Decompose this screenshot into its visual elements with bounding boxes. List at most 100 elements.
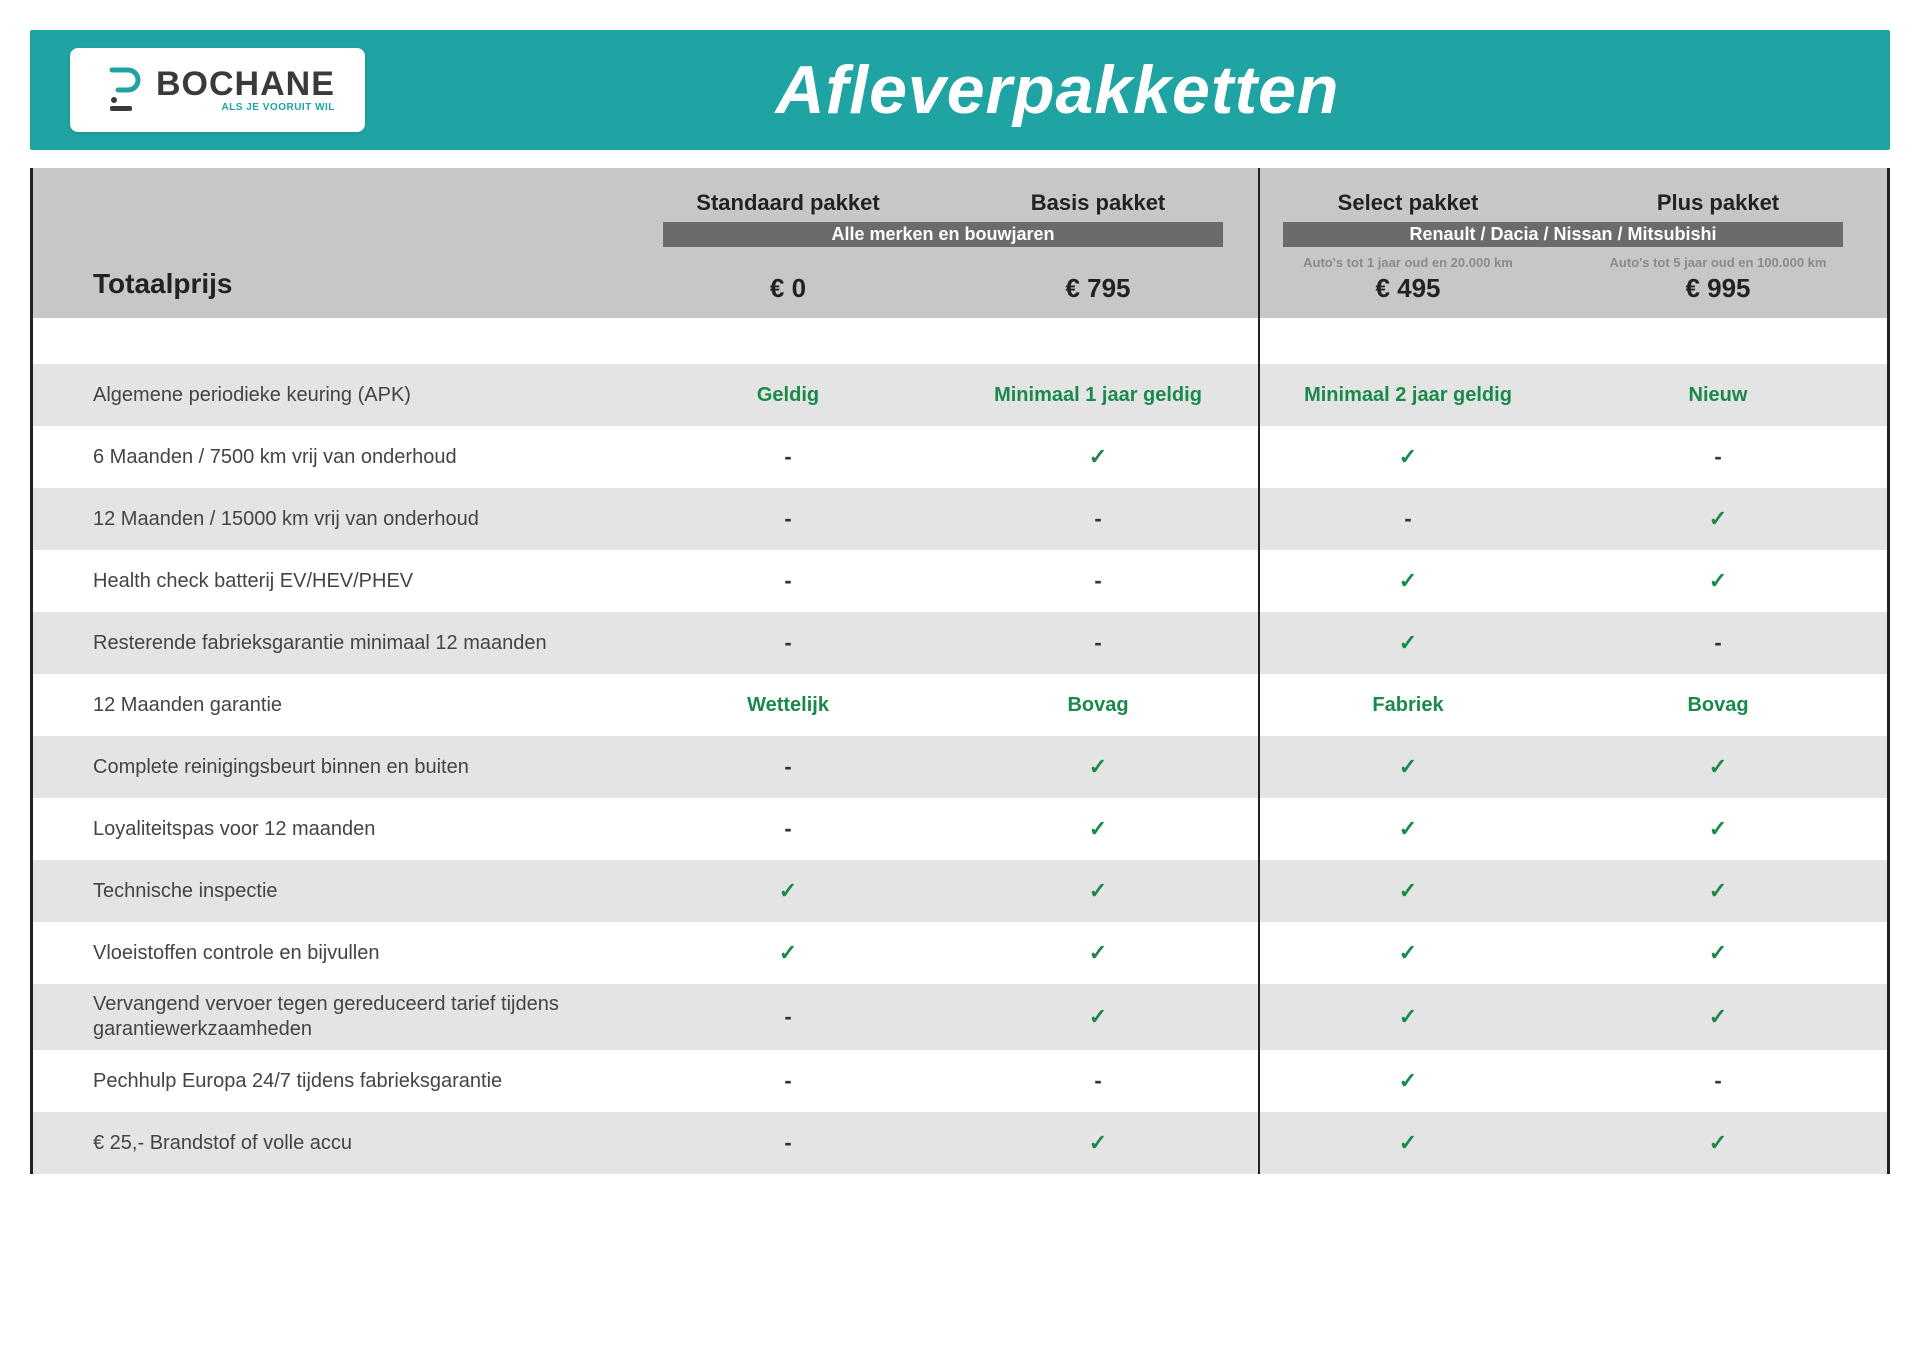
- dash-icon: -: [1563, 444, 1873, 470]
- row-label: Vervangend vervoer tegen gereduceerd tar…: [33, 992, 633, 1042]
- check-icon: ✓: [1563, 878, 1873, 904]
- col-sub-plus: Auto's tot 5 jaar oud en 100.000 km: [1563, 253, 1873, 273]
- col-sub-basis: [943, 253, 1253, 273]
- cell-text: Minimaal 1 jaar geldig: [943, 384, 1253, 407]
- col-title-basis: Basis pakket: [943, 168, 1253, 222]
- dash-icon: -: [1253, 506, 1563, 532]
- check-icon: ✓: [1563, 754, 1873, 780]
- check-icon: ✓: [1563, 1004, 1873, 1030]
- row-label: Loyaliteitspas voor 12 maanden: [33, 817, 633, 842]
- col-price-standaard: € 0: [633, 273, 943, 304]
- check-icon: ✓: [943, 878, 1253, 904]
- col-title-standaard: Standaard pakket: [633, 168, 943, 222]
- check-icon: ✓: [943, 940, 1253, 966]
- check-icon: ✓: [943, 444, 1253, 470]
- row-label: Algemene periodieke keuring (APK): [33, 383, 633, 408]
- check-icon: ✓: [943, 816, 1253, 842]
- check-icon: ✓: [1253, 940, 1563, 966]
- check-icon: ✓: [1563, 1130, 1873, 1156]
- header-body-spacer: [33, 318, 1887, 364]
- row-label: 6 Maanden / 7500 km vrij van onderhoud: [33, 445, 633, 470]
- check-icon: ✓: [1253, 1004, 1563, 1030]
- group-pill-renault-label: Renault / Dacia / Nissan / Mitsubishi: [1283, 222, 1843, 247]
- check-icon: ✓: [633, 878, 943, 904]
- page-title: Afleverpakketten: [365, 51, 1850, 129]
- check-icon: ✓: [1253, 1130, 1563, 1156]
- table-row: Algemene periodieke keuring (APK)GeldigM…: [33, 364, 1887, 426]
- dash-icon: -: [633, 630, 943, 656]
- table-row: Vloeistoffen controle en bijvullen✓✓✓✓: [33, 922, 1887, 984]
- cell-text: Nieuw: [1563, 384, 1873, 407]
- dash-icon: -: [943, 568, 1253, 594]
- check-icon: ✓: [633, 940, 943, 966]
- col-price-select: € 495: [1253, 273, 1563, 304]
- dash-icon: -: [633, 568, 943, 594]
- comparison-table: Totaalprijs Standaard pakket Basis pakke…: [30, 168, 1890, 1174]
- check-icon: ✓: [1253, 754, 1563, 780]
- logo-tagline: ALS JE VOORUIT WIL: [156, 103, 335, 113]
- table-row: 6 Maanden / 7500 km vrij van onderhoud-✓…: [33, 426, 1887, 488]
- cell-text: Fabriek: [1253, 694, 1563, 717]
- dash-icon: -: [943, 630, 1253, 656]
- check-icon: ✓: [1563, 940, 1873, 966]
- dash-icon: -: [1563, 630, 1873, 656]
- col-sub-select: Auto's tot 1 jaar oud en 20.000 km: [1253, 253, 1563, 273]
- dash-icon: -: [633, 1004, 943, 1030]
- cell-text: Wettelijk: [633, 694, 943, 717]
- row-label: 12 Maanden / 15000 km vrij van onderhoud: [33, 507, 633, 532]
- total-price-label-cell: Totaalprijs: [33, 168, 633, 304]
- check-icon: ✓: [1563, 816, 1873, 842]
- logo-name: BOCHANE: [156, 67, 335, 101]
- row-label: Complete reinigingsbeurt binnen en buite…: [33, 755, 633, 780]
- dash-icon: -: [633, 1130, 943, 1156]
- group-pill-all-brands-label: Alle merken en bouwjaren: [663, 222, 1223, 247]
- check-icon: ✓: [1253, 568, 1563, 594]
- cell-text: Bovag: [943, 694, 1253, 717]
- check-icon: ✓: [1253, 878, 1563, 904]
- col-sub-standaard: [633, 253, 943, 273]
- table-body: Algemene periodieke keuring (APK)GeldigM…: [33, 318, 1887, 1174]
- row-label: Technische inspectie: [33, 879, 633, 904]
- dash-icon: -: [633, 444, 943, 470]
- total-price-label: Totaalprijs: [93, 268, 233, 300]
- table-row: 12 Maanden garantieWettelijkBovagFabriek…: [33, 674, 1887, 736]
- dash-icon: -: [1563, 1068, 1873, 1094]
- col-title-plus: Plus pakket: [1563, 168, 1873, 222]
- table-header: Totaalprijs Standaard pakket Basis pakke…: [33, 168, 1887, 318]
- banner: BOCHANE ALS JE VOORUIT WIL Afleverpakket…: [30, 30, 1890, 150]
- dash-icon: -: [943, 1068, 1253, 1094]
- dash-icon: -: [943, 506, 1253, 532]
- dash-icon: -: [633, 506, 943, 532]
- check-icon: ✓: [1253, 444, 1563, 470]
- dash-icon: -: [633, 754, 943, 780]
- table-row: Complete reinigingsbeurt binnen en buite…: [33, 736, 1887, 798]
- table-row: Health check batterij EV/HEV/PHEV--✓✓: [33, 550, 1887, 612]
- page: BOCHANE ALS JE VOORUIT WIL Afleverpakket…: [0, 0, 1920, 1359]
- check-icon: ✓: [1563, 568, 1873, 594]
- row-label: Pechhulp Europa 24/7 tijdens fabrieksgar…: [33, 1069, 633, 1094]
- check-icon: ✓: [943, 1004, 1253, 1030]
- table-row: Pechhulp Europa 24/7 tijdens fabrieksgar…: [33, 1050, 1887, 1112]
- group-pill-renault: Renault / Dacia / Nissan / Mitsubishi: [1253, 222, 1873, 253]
- table-row: Loyaliteitspas voor 12 maanden-✓✓✓: [33, 798, 1887, 860]
- check-icon: ✓: [943, 1130, 1253, 1156]
- col-price-basis: € 795: [943, 273, 1253, 304]
- row-label: Health check batterij EV/HEV/PHEV: [33, 569, 633, 594]
- group-pill-all-brands: Alle merken en bouwjaren: [633, 222, 1253, 253]
- check-icon: ✓: [1563, 506, 1873, 532]
- table-row: Vervangend vervoer tegen gereduceerd tar…: [33, 984, 1887, 1050]
- row-label: Resterende fabrieksgarantie minimaal 12 …: [33, 631, 633, 656]
- table-row: Technische inspectie✓✓✓✓: [33, 860, 1887, 922]
- dash-icon: -: [633, 816, 943, 842]
- logo-mark-icon: [100, 66, 142, 114]
- table-row: Resterende fabrieksgarantie minimaal 12 …: [33, 612, 1887, 674]
- check-icon: ✓: [943, 754, 1253, 780]
- check-icon: ✓: [1253, 630, 1563, 656]
- row-label: Vloeistoffen controle en bijvullen: [33, 941, 633, 966]
- row-label: 12 Maanden garantie: [33, 693, 633, 718]
- table-row: 12 Maanden / 15000 km vrij van onderhoud…: [33, 488, 1887, 550]
- col-price-plus: € 995: [1563, 273, 1873, 304]
- cell-text: Geldig: [633, 384, 943, 407]
- cell-text: Bovag: [1563, 694, 1873, 717]
- check-icon: ✓: [1253, 1068, 1563, 1094]
